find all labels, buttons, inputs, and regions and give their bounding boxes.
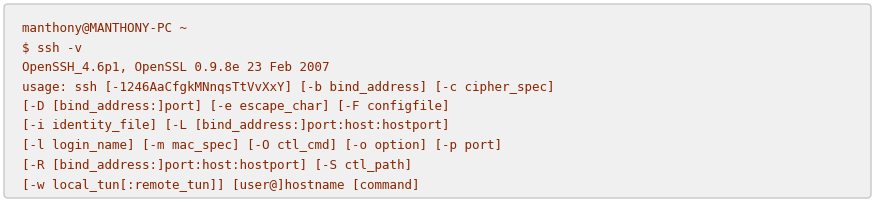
Text: [-l login_name] [-m mac_spec] [-O ctl_cmd] [-o option] [-p port]: [-l login_name] [-m mac_spec] [-O ctl_cm… [22, 139, 502, 152]
Text: OpenSSH_4.6p1, OpenSSL 0.9.8e 23 Feb 2007: OpenSSH_4.6p1, OpenSSL 0.9.8e 23 Feb 200… [22, 61, 330, 74]
Text: [-R [bind_address:]port:host:hostport] [-S ctl_path]: [-R [bind_address:]port:host:hostport] [… [22, 159, 412, 171]
Text: [-D [bind_address:]port] [-e escape_char] [-F configfile]: [-D [bind_address:]port] [-e escape_char… [22, 100, 450, 113]
FancyBboxPatch shape [4, 4, 871, 198]
Text: usage: ssh [-1246AaCfgkMNnqsTtVvXxY] [-b bind_address] [-c cipher_spec]: usage: ssh [-1246AaCfgkMNnqsTtVvXxY] [-b… [22, 81, 555, 94]
Text: manthony@MANTHONY-PC ~: manthony@MANTHONY-PC ~ [22, 22, 187, 35]
Text: [-i identity_file] [-L [bind_address:]port:host:hostport]: [-i identity_file] [-L [bind_address:]po… [22, 120, 450, 133]
Text: [-w local_tun[:remote_tun]] [user@]hostname [command]: [-w local_tun[:remote_tun]] [user@]hostn… [22, 178, 419, 191]
Text: $ ssh -v: $ ssh -v [22, 41, 82, 55]
